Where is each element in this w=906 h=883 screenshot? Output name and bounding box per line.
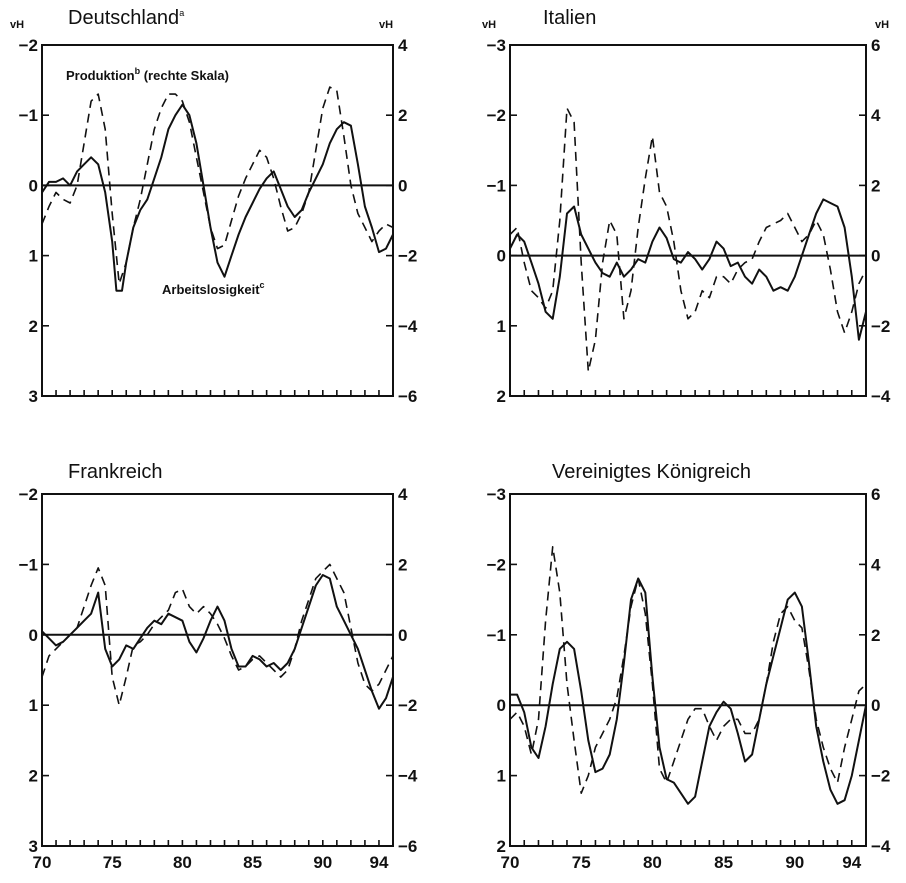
left-tick-label: −3	[487, 485, 506, 504]
x-tick-label: 80	[173, 853, 192, 872]
right-tick-label: −2	[871, 317, 890, 336]
left-tick-label: 3	[29, 387, 38, 406]
left-tick-label: −2	[19, 36, 38, 55]
left-tick-label: −1	[487, 626, 506, 645]
right-tick-label: −2	[398, 247, 417, 266]
left-tick-label: 0	[497, 247, 506, 266]
left-tick-label: −2	[487, 106, 506, 125]
panel-title: Deutschlanda	[68, 7, 184, 29]
right-tick-label: 0	[398, 176, 407, 195]
left-tick-label: 2	[29, 767, 38, 786]
left-tick-label: 3	[29, 837, 38, 856]
series-line-solid	[510, 577, 867, 805]
right-tick-label: −6	[398, 387, 417, 406]
x-tick-label: 75	[572, 853, 591, 872]
left-tick-label: −1	[19, 555, 38, 574]
right-tick-label: 2	[398, 555, 407, 574]
right-tick-label: 4	[871, 106, 881, 125]
left-tick-label: −2	[19, 485, 38, 504]
annotation-produktion: Produktionb (rechte Skala)	[66, 66, 229, 83]
panel-title: Vereinigtes Königreich	[552, 461, 751, 483]
left-tick-label: 0	[29, 176, 38, 195]
plot-frame	[509, 493, 867, 847]
series-line-solid	[41, 103, 394, 292]
left-tick-label: 1	[29, 247, 38, 266]
x-tick-label: 94	[369, 853, 388, 872]
plot-frame	[41, 493, 394, 847]
right-tick-label: 6	[871, 485, 880, 504]
left-tick-label: 2	[497, 837, 506, 856]
left-tick-label: 1	[497, 767, 506, 786]
right-tick-label: −4	[871, 837, 891, 856]
right-tick-label: 4	[398, 36, 408, 55]
x-tick-label: 80	[643, 853, 662, 872]
right-tick-label: 2	[871, 626, 880, 645]
left-tick-label: 0	[497, 696, 506, 715]
x-tick-label: 70	[501, 853, 520, 872]
left-tick-label: −1	[19, 106, 38, 125]
series-line-dashed	[509, 107, 867, 373]
left-tick-label: 0	[29, 626, 38, 645]
right-tick-label: −2	[398, 696, 417, 715]
left-tick-label: −1	[487, 176, 506, 195]
right-tick-label: 0	[871, 696, 880, 715]
right-tick-label: −4	[871, 387, 891, 406]
series-line-solid	[41, 574, 394, 710]
x-tick-label: 85	[243, 853, 262, 872]
right-tick-label: −2	[871, 767, 890, 786]
series-line-dashed	[509, 545, 867, 795]
left-tick-label: 1	[29, 696, 38, 715]
right-tick-label: −4	[398, 317, 418, 336]
panel-deutschland: vH vH Deutschlanda Produktionb (rechte S…	[10, 7, 418, 406]
series-line-dashed	[41, 86, 394, 285]
x-tick-label: 75	[103, 853, 122, 872]
right-tick-label: 4	[871, 555, 881, 574]
x-tick-label: 94	[842, 853, 861, 872]
left-unit-label: vH	[10, 19, 24, 31]
left-unit-label: vH	[482, 19, 496, 31]
x-tick-label: 90	[313, 853, 332, 872]
left-tick-label: 2	[497, 387, 506, 406]
right-tick-label: 4	[398, 485, 408, 504]
right-tick-label: 2	[398, 106, 407, 125]
plot-frame	[41, 44, 394, 397]
x-tick-label: 90	[785, 853, 804, 872]
x-tick-label: 85	[714, 853, 733, 872]
left-tick-label: 2	[29, 317, 38, 336]
right-unit-label: vH	[875, 19, 889, 31]
series-line-dashed	[41, 563, 394, 707]
panel-title: Frankreich	[68, 461, 162, 483]
left-tick-label: −3	[487, 36, 506, 55]
right-tick-label: 0	[871, 247, 880, 266]
right-tick-label: −4	[398, 767, 418, 786]
x-tick-label: 70	[33, 853, 52, 872]
panel-italien: vH vH Italien −3 −2 −1 0 1 2 6 4 2 0 −2 −4	[482, 7, 891, 406]
panel-vereinigtes-koenigreich: Vereinigtes Königreich −3 −2 −1 0 1 2 6 4 2 0 −2 −4…	[487, 461, 891, 872]
right-unit-label: vH	[379, 19, 393, 31]
right-tick-label: 6	[871, 36, 880, 55]
right-tick-label: 0	[398, 626, 407, 645]
panel-frankreich: Frankreich −2 −1 0 1 2 3 4 2 0 −2 −4 −6 70 75 80 85 90 94	[19, 461, 418, 872]
annotation-arbeitslosigkeit: Arbeitslosigkeitc	[162, 280, 265, 297]
plot-frame	[509, 44, 867, 397]
left-tick-label: 1	[497, 317, 506, 336]
right-tick-label: −6	[398, 837, 417, 856]
panel-title: Italien	[543, 7, 596, 29]
right-tick-label: 2	[871, 176, 880, 195]
series-line-solid	[509, 198, 867, 341]
left-tick-label: −2	[487, 555, 506, 574]
